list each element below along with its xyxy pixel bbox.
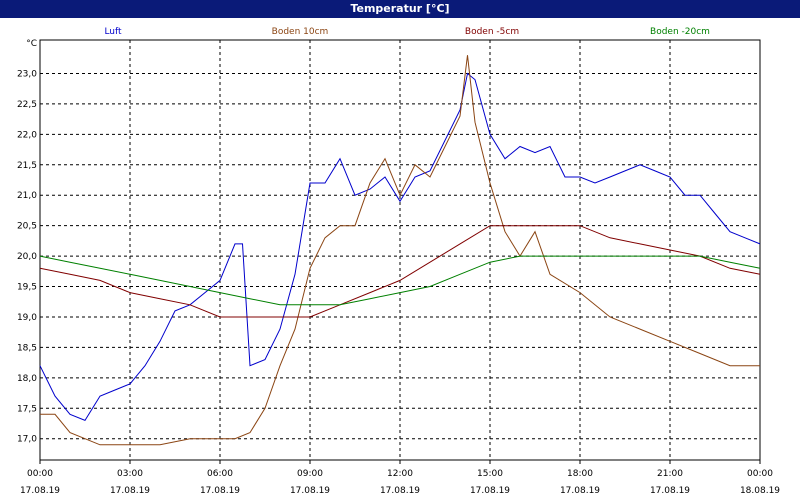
y-tick-label: 17,5 xyxy=(17,404,37,414)
x-tick-date-label: 17.08.19 xyxy=(380,486,420,496)
y-tick-label: 22,0 xyxy=(17,130,37,140)
y-axis-unit: °C xyxy=(26,39,37,49)
y-tick-label: 21,0 xyxy=(17,191,37,201)
series-line xyxy=(39,255,761,306)
x-tick-date-label: 18.08.19 xyxy=(740,486,780,496)
x-tick-time-label: 15:00 xyxy=(477,469,503,479)
x-tick-time-label: 18:00 xyxy=(567,469,593,479)
y-tick-label: 20,5 xyxy=(17,222,37,232)
y-tick-label: 18,0 xyxy=(17,374,37,384)
x-tick-time-label: 06:00 xyxy=(207,469,233,479)
x-tick-date-label: 17.08.19 xyxy=(650,486,690,496)
x-tick-time-label: 12:00 xyxy=(387,469,413,479)
x-tick-time-label: 00:00 xyxy=(27,469,53,479)
y-tick-label: 19,5 xyxy=(17,283,37,293)
y-tick-label: 17,0 xyxy=(17,435,37,445)
x-tick-date-label: 17.08.19 xyxy=(470,486,510,496)
x-tick-date-label: 17.08.19 xyxy=(290,486,330,496)
x-tick-time-label: 00:00 xyxy=(747,469,773,479)
legend-entry: Boden -20cm xyxy=(650,27,710,37)
y-tick-label: 21,5 xyxy=(17,161,37,171)
x-tick-date-label: 17.08.19 xyxy=(560,486,600,496)
legend-entry: Luft xyxy=(104,27,122,37)
legend-entry: Boden -5cm xyxy=(465,27,519,37)
y-tick-label: 20,0 xyxy=(17,252,37,262)
x-tick-date-label: 17.08.19 xyxy=(20,486,60,496)
x-tick-time-label: 03:00 xyxy=(117,469,143,479)
y-tick-label: 23,0 xyxy=(17,69,37,79)
y-tick-label: 22,5 xyxy=(17,100,37,110)
x-tick-date-label: 17.08.19 xyxy=(200,486,240,496)
legend-entry: Boden 10cm xyxy=(272,27,329,37)
y-tick-label: 19,0 xyxy=(17,313,37,323)
y-tick-label: 18,5 xyxy=(17,343,37,353)
window-title: Temperatur [°C] xyxy=(0,0,800,18)
x-tick-time-label: 21:00 xyxy=(657,469,683,479)
x-tick-time-label: 09:00 xyxy=(297,469,323,479)
x-tick-date-label: 17.08.19 xyxy=(110,486,150,496)
plot-frame xyxy=(39,39,761,461)
series-line xyxy=(39,72,761,422)
series-line xyxy=(39,225,761,318)
series-line xyxy=(40,55,760,446)
